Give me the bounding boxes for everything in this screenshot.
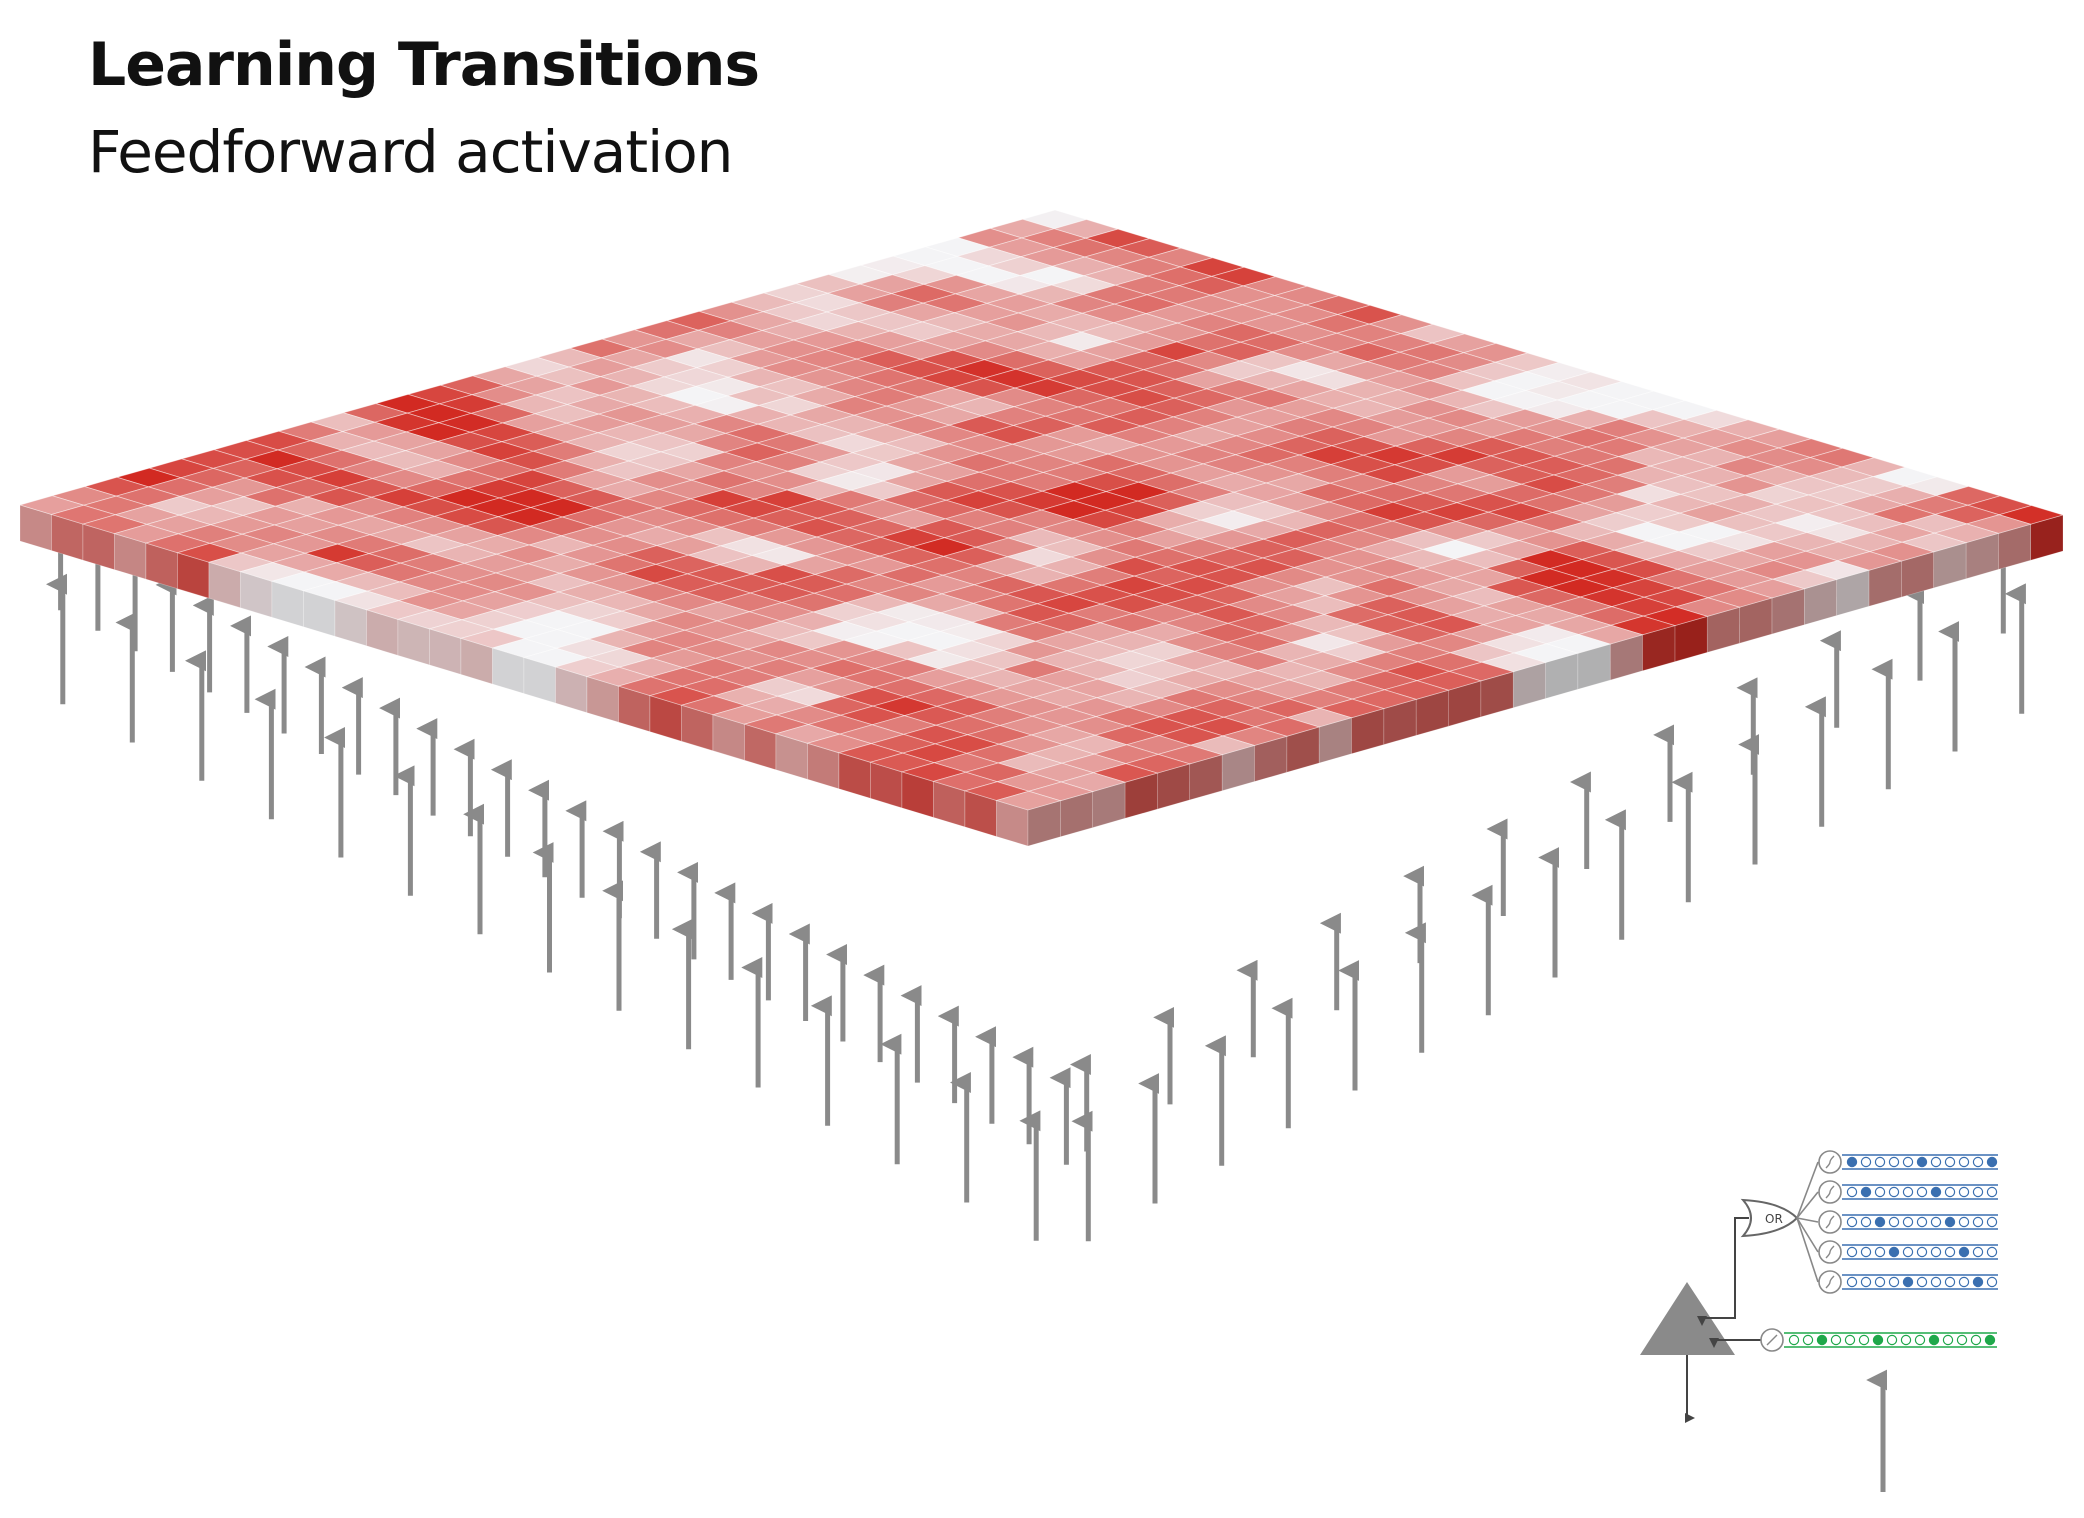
synapse-dot <box>1958 1186 1970 1198</box>
synapse-dot <box>1930 1216 1942 1228</box>
synapse-dot <box>1802 1334 1814 1346</box>
synapse-dot <box>1902 1186 1914 1198</box>
synapse-dot <box>1986 1216 1998 1228</box>
synapse-dot <box>1914 1334 1926 1346</box>
segment-wire <box>1796 1191 1819 1219</box>
synapse-dot <box>1956 1334 1968 1346</box>
segment-wire <box>1796 1217 1819 1223</box>
synapse-dot <box>1874 1186 1886 1198</box>
synapse-dot <box>1944 1156 1956 1168</box>
synapse-dot <box>1860 1276 1872 1288</box>
grid-cell <box>995 790 1062 847</box>
synapse-dot <box>1958 1276 1970 1288</box>
synapse-dot <box>1986 1246 1998 1258</box>
synapse-dot <box>1916 1276 1928 1288</box>
synapse-dot <box>1874 1276 1886 1288</box>
synapse-dot <box>1888 1276 1900 1288</box>
synapse-dot <box>1970 1334 1982 1346</box>
synapse-dot <box>1944 1186 1956 1198</box>
synapse-dot <box>1888 1186 1900 1198</box>
synapse-dot <box>1888 1216 1900 1228</box>
or-gate-icon <box>1740 1198 1799 1238</box>
synapse-dot <box>1902 1276 1914 1288</box>
synapse-dot <box>1944 1276 1956 1288</box>
synapse-dot <box>1928 1334 1940 1346</box>
synapse-dot <box>1930 1186 1942 1198</box>
synapse-dot <box>1846 1156 1858 1168</box>
synapse-dot <box>1844 1334 1856 1346</box>
segment-wire <box>1796 1217 1819 1283</box>
synapse-dot <box>1972 1156 1984 1168</box>
synapse-dot <box>1916 1216 1928 1228</box>
synapse-dot <box>1860 1246 1872 1258</box>
synapse-dot <box>1902 1216 1914 1228</box>
synapse-dot <box>1916 1156 1928 1168</box>
synapse-dot <box>1972 1276 1984 1288</box>
synapse-dot <box>1846 1216 1858 1228</box>
synapse-dot <box>1886 1334 1898 1346</box>
or-gate-label: OR <box>1765 1212 1783 1226</box>
synapse-dot <box>1984 1334 1996 1346</box>
synapse-dot <box>1874 1246 1886 1258</box>
synapse-dot <box>1860 1156 1872 1168</box>
synapse-dot <box>1846 1246 1858 1258</box>
input-arrows-front <box>46 573 2026 1242</box>
synapse-dot <box>1972 1216 1984 1228</box>
synapse-dot <box>1972 1246 1984 1258</box>
synapse-dot <box>1900 1334 1912 1346</box>
synapse-dot <box>1888 1246 1900 1258</box>
synapse-dot <box>1916 1246 1928 1258</box>
synapse-dot <box>1846 1186 1858 1198</box>
synapse-dot <box>1902 1156 1914 1168</box>
synapse-dot <box>1858 1334 1870 1346</box>
synapse-dot <box>1846 1276 1858 1288</box>
page-title: Learning Transitions <box>88 30 760 100</box>
synapse-dot <box>1972 1186 1984 1198</box>
synapse-dot <box>1930 1276 1942 1288</box>
synapse-dot <box>1902 1246 1914 1258</box>
synapse-dot <box>1930 1156 1942 1168</box>
synapse-dot <box>1916 1186 1928 1198</box>
synapse-dot <box>1944 1246 1956 1258</box>
segment-wire <box>1796 1161 1819 1219</box>
synapse-dot <box>1986 1186 1998 1198</box>
page-subtitle: Feedforward activation <box>88 118 733 186</box>
synapse-dot <box>1986 1156 1998 1168</box>
synapse-dot <box>1872 1334 1884 1346</box>
synapse-dot <box>1860 1186 1872 1198</box>
synapse-dot <box>1888 1156 1900 1168</box>
synapse-dot <box>1830 1334 1842 1346</box>
synapse-dot <box>1874 1156 1886 1168</box>
synapse-dot <box>1930 1246 1942 1258</box>
synapse-dot <box>1942 1334 1954 1346</box>
synapse-dot <box>1986 1276 1998 1288</box>
neuron-model-inset: OR <box>1640 1150 1998 1492</box>
input-arrows-back <box>43 512 2008 1165</box>
synapse-dot <box>1860 1216 1872 1228</box>
synapse-dot <box>1944 1216 1956 1228</box>
synapse-dot <box>1874 1216 1886 1228</box>
synapse-dot <box>1816 1334 1828 1346</box>
synapse-dot <box>1958 1156 1970 1168</box>
distal-wire <box>1697 1217 1749 1326</box>
cell-grid <box>18 209 2065 847</box>
synapse-dot <box>1958 1246 1970 1258</box>
soma-triangle <box>1640 1282 1735 1355</box>
synapse-dot <box>1788 1334 1800 1346</box>
synapse-dot <box>1958 1216 1970 1228</box>
segment-wire <box>1796 1217 1819 1253</box>
